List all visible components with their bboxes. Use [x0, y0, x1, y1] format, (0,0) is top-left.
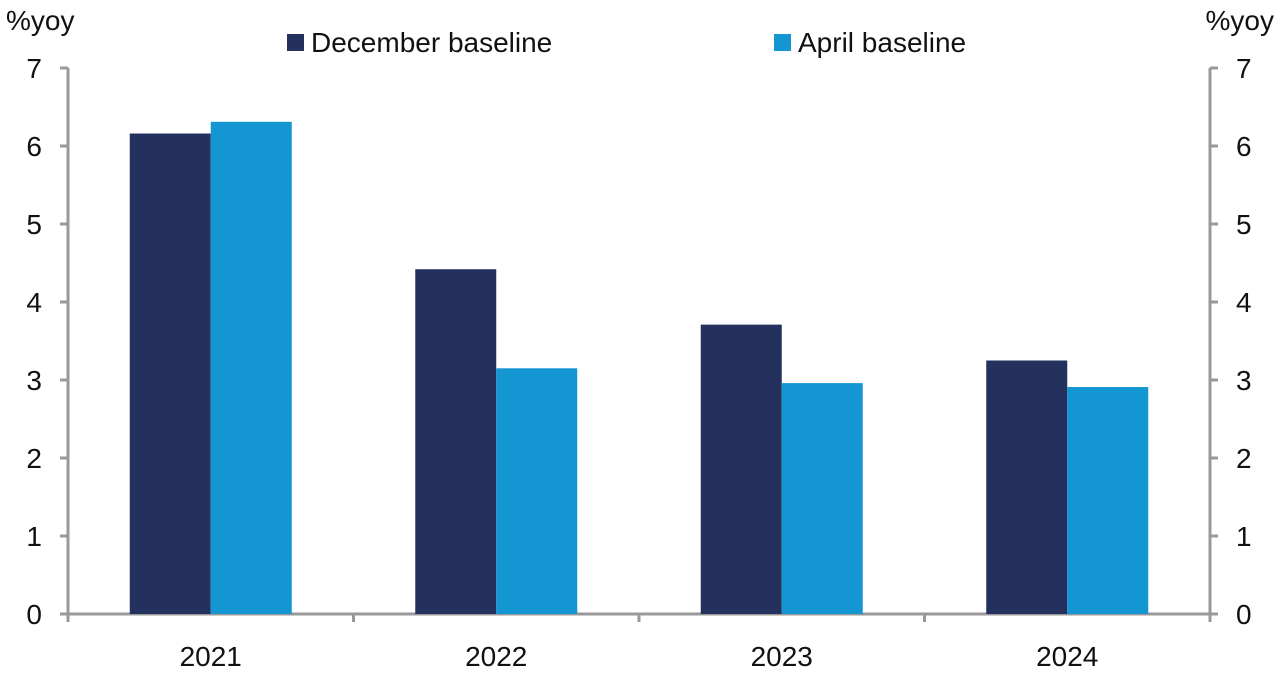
bar-april-2021 [210, 121, 292, 614]
right-y-tick-label: 2 [1236, 443, 1252, 474]
left-y-tick-label: 4 [26, 287, 42, 318]
left-axis-unit: %yoy [6, 5, 74, 36]
left-y-tick-label: 2 [26, 443, 42, 474]
legend-swatch-december [287, 34, 304, 51]
legend-label-december: December baseline [311, 27, 552, 58]
x-category-label: 2021 [180, 641, 242, 672]
bar-april-2022 [496, 368, 578, 614]
left-y-tick-label: 5 [26, 209, 42, 240]
bar-april-2024 [1067, 387, 1149, 614]
x-category-label: 2023 [751, 641, 813, 672]
right-y-tick-label: 5 [1236, 209, 1252, 240]
left-y-tick-label: 7 [26, 53, 42, 84]
right-y-tick-label: 3 [1236, 365, 1252, 396]
right-axis-unit: %yoy [1206, 5, 1274, 36]
axis-labels: 0 0 1 1 2 2 3 3 4 4 5 5 6 6 7 7 2021 2022 2023 2024 [26, 53, 1251, 672]
bars [129, 121, 1149, 614]
bar-december-2023 [700, 324, 782, 614]
left-y-tick-label: 0 [26, 599, 42, 630]
x-category-label: 2024 [1036, 641, 1098, 672]
right-y-tick-label: 6 [1236, 131, 1252, 162]
bar-december-2021 [129, 133, 211, 614]
left-y-tick-label: 1 [26, 521, 42, 552]
bar-december-2022 [415, 269, 497, 614]
legend-swatch-april [774, 34, 791, 51]
left-y-tick-label: 6 [26, 131, 42, 162]
right-y-tick-label: 7 [1236, 53, 1252, 84]
right-y-tick-label: 4 [1236, 287, 1252, 318]
bar-april-2023 [781, 383, 863, 614]
right-y-tick-label: 0 [1236, 599, 1252, 630]
left-y-tick-label: 3 [26, 365, 42, 396]
right-y-tick-label: 1 [1236, 521, 1252, 552]
legend-label-april: April baseline [798, 27, 966, 58]
legend: December baseline April baseline [287, 27, 966, 58]
x-category-label: 2022 [465, 641, 527, 672]
bar-december-2024 [986, 360, 1068, 614]
